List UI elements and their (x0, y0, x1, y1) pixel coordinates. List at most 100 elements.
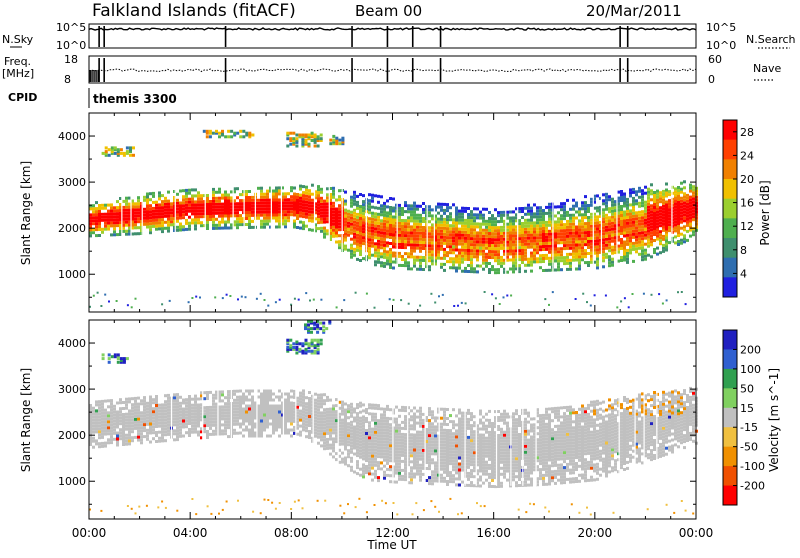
power-cell (386, 250, 389, 253)
power-cell (401, 234, 404, 237)
power-cell (506, 250, 509, 253)
velocity-cell (95, 412, 98, 415)
power-cell (179, 211, 182, 214)
power-cell (317, 200, 320, 203)
power-cell (272, 196, 275, 199)
power-cell (194, 206, 197, 209)
power-cell (380, 222, 383, 225)
velocity-cell (146, 405, 149, 408)
power-cell (620, 199, 623, 202)
power-cell (638, 235, 641, 238)
power-cell (356, 213, 359, 216)
power-cell (629, 221, 632, 224)
power-cell (488, 217, 491, 220)
power-cell (467, 270, 470, 273)
power-cell (491, 268, 494, 271)
power-cell (455, 261, 458, 264)
power-cell (479, 244, 482, 247)
power-cell (665, 183, 668, 186)
power-cell (344, 233, 347, 236)
power-cell (563, 211, 566, 214)
power-cell (626, 204, 629, 207)
power-cell (380, 195, 383, 198)
power-cell (191, 203, 194, 206)
velocity-cell (350, 448, 353, 451)
velocity-cell (350, 430, 353, 433)
power-cell (116, 233, 119, 236)
velocity-cell (143, 426, 146, 429)
velocity-cell (329, 447, 332, 450)
velocity-cell (314, 405, 317, 408)
power-cell (458, 216, 461, 219)
power-noise-cell (260, 293, 262, 295)
velocity-cell (125, 419, 128, 422)
power-cell (467, 237, 470, 240)
velocity-cell (317, 394, 320, 397)
velocity-cell (356, 439, 359, 442)
power-cell (647, 206, 650, 209)
power-cell (317, 221, 320, 224)
power-cell (542, 209, 545, 212)
velocity-cell (389, 438, 392, 441)
power-cell (542, 257, 545, 260)
power-cell (182, 210, 185, 213)
power-cell (554, 242, 557, 245)
velocity-cell (398, 478, 401, 481)
velocity-cell (356, 433, 359, 436)
power-cell (392, 243, 395, 246)
power-cell (380, 204, 383, 207)
power-cell (542, 248, 545, 251)
power-cell (494, 235, 497, 238)
power-cell (167, 191, 170, 194)
power-cell (560, 253, 563, 256)
power-cell (389, 206, 392, 209)
power-cell (638, 190, 641, 193)
power-cell (323, 230, 326, 233)
velocity-cell (179, 396, 182, 399)
power-cell (467, 234, 470, 237)
velocity-cell (263, 423, 266, 426)
power-cell (356, 225, 359, 228)
power-cell (443, 233, 446, 236)
power-cell (452, 266, 455, 269)
power-cell (605, 244, 608, 247)
velocity-cell (95, 409, 98, 412)
power-cell (437, 224, 440, 227)
power-cell (677, 189, 680, 192)
power-cell (692, 206, 695, 209)
power-cell (143, 214, 146, 217)
power-cell (371, 227, 374, 230)
velocity-cell (269, 405, 272, 408)
power-cell (383, 205, 386, 208)
power-cell (659, 215, 662, 218)
power-cell (431, 247, 434, 250)
velocity-cell (395, 457, 398, 460)
power-cell (638, 223, 641, 226)
power-cell (350, 247, 353, 250)
power-cell (641, 231, 644, 234)
velocity-cell (272, 405, 275, 408)
nsearch-label: N.Search (746, 33, 796, 46)
velocity-cell (131, 418, 134, 421)
power-cell (665, 246, 668, 249)
velocity-cell (248, 417, 251, 420)
power-cell (560, 226, 563, 229)
power-cell (590, 204, 593, 207)
velocity-cell (182, 426, 185, 429)
velocity-cell (101, 424, 104, 427)
velocity-cell (164, 409, 167, 412)
power-cell (479, 217, 482, 220)
velocity-cell (374, 437, 377, 440)
power-patch-cell (108, 154, 111, 157)
power-cell (194, 200, 197, 203)
power-cell (305, 195, 308, 198)
power-cell (200, 203, 203, 206)
power-cell (611, 252, 614, 255)
power-cell (257, 217, 260, 220)
power-cell (284, 201, 287, 204)
velocity-cell (356, 427, 359, 430)
power-cell (311, 217, 314, 220)
velocity-cell (356, 406, 359, 409)
velocity-cell (401, 433, 404, 436)
velocity-cell (320, 420, 323, 423)
